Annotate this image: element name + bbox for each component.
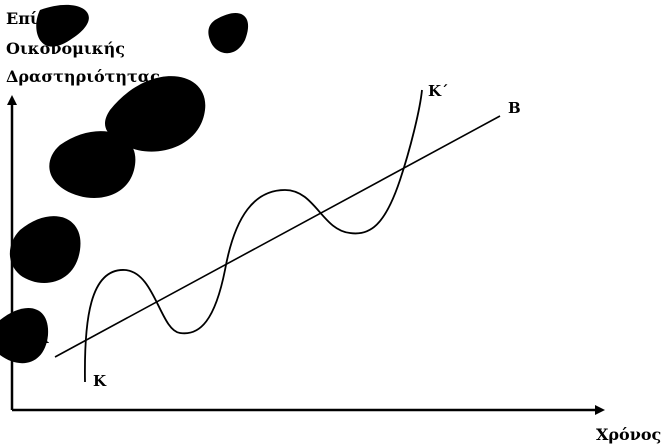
watermark-stroke-6 <box>208 12 249 54</box>
watermark <box>0 4 249 364</box>
y-axis-title-line-1: Επίπεδο <box>6 9 81 28</box>
trend-line <box>54 115 501 358</box>
y-axis-title-line-2: Οικονομικής <box>6 39 125 58</box>
x-axis-title: Χρόνος <box>596 425 661 444</box>
label-K: K <box>93 372 107 390</box>
label-B: B <box>508 99 521 117</box>
business-cycle-curve <box>84 89 423 383</box>
label-K-prime: K΄ <box>428 82 449 100</box>
y-axis-title-line-3: Δραστηριότητας <box>6 67 160 86</box>
watermark-stroke-2 <box>105 76 206 152</box>
watermark-stroke-3 <box>49 131 136 198</box>
watermark-stroke-4 <box>9 216 81 283</box>
label-A: A <box>36 329 49 347</box>
watermark-stroke-1 <box>36 4 89 47</box>
